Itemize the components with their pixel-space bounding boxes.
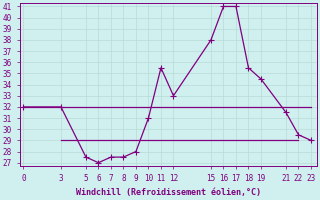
X-axis label: Windchill (Refroidissement éolien,°C): Windchill (Refroidissement éolien,°C) xyxy=(76,188,261,197)
